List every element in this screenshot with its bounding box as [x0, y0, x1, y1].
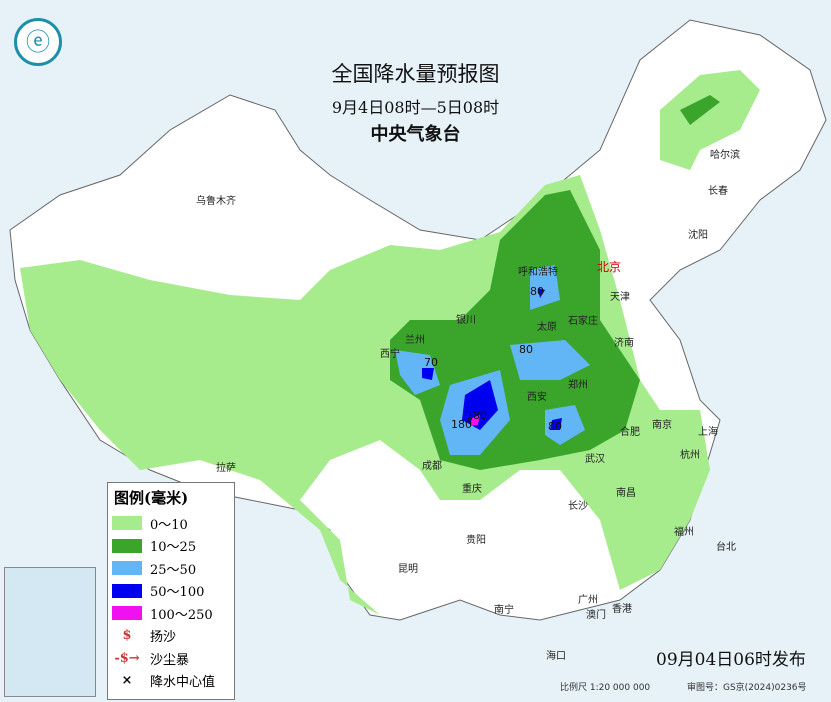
- legend-label: 10～25: [150, 540, 197, 556]
- center-value: 180: [466, 409, 487, 422]
- city-label: 广州: [578, 595, 598, 606]
- legend-item: 0～10: [108, 512, 234, 535]
- center-value: 180: [451, 418, 472, 431]
- legend-label: 50～100: [150, 585, 205, 601]
- cma-logo-icon: ⓔ: [14, 18, 62, 66]
- city-label: 西安: [527, 392, 547, 403]
- city-label: 兰州: [405, 335, 425, 346]
- map-scale: 比例尺 1:20 000 000: [560, 683, 651, 693]
- issued-time: 09月04日06时发布: [656, 650, 806, 670]
- city-label: 上海: [698, 427, 718, 438]
- south-china-sea-inset: [4, 567, 96, 697]
- legend-label: 扬沙: [150, 630, 177, 646]
- city-label: 呼和浩特: [518, 267, 558, 278]
- rain-25-50: [395, 265, 590, 455]
- city-label: 杭州: [680, 450, 700, 461]
- city-label: 石家庄: [568, 316, 598, 327]
- sandstorm-icon: -$→: [114, 650, 140, 666]
- legend-swatch: [112, 538, 142, 553]
- legend-swatch: [112, 606, 142, 621]
- approval-number: 审图号：GS京(2024)0236号: [687, 683, 807, 693]
- cross-marker-icon: ×: [121, 673, 133, 689]
- legend-item: 10～25: [108, 535, 234, 558]
- legend-item: $ 扬沙: [108, 625, 234, 648]
- rain-50-100: [422, 288, 562, 430]
- legend-swatch: [112, 583, 142, 598]
- legend-swatch: [112, 516, 142, 531]
- city-label: 沈阳: [688, 230, 708, 241]
- legend-item: 25～50: [108, 557, 234, 580]
- rain-100-250: [470, 415, 480, 426]
- city-label: 武汉: [585, 454, 605, 465]
- rain-10-25-northeast: [680, 95, 720, 125]
- legend-label: 沙尘暴: [150, 652, 190, 668]
- blowing-sand-icon: $: [122, 628, 132, 644]
- city-label: 成都: [422, 461, 442, 472]
- city-label: 北京: [597, 260, 622, 274]
- center-value: 80: [519, 343, 533, 356]
- city-label: 香港: [612, 604, 632, 615]
- city-label: 重庆: [462, 484, 482, 495]
- city-label: 银川: [456, 315, 476, 326]
- city-label: 南昌: [616, 488, 636, 499]
- center-value: 80: [548, 420, 562, 433]
- forecast-period: 9月4日08时—5日08时: [331, 98, 500, 117]
- legend-item: × 降水中心值: [108, 670, 234, 693]
- city-label: 天津: [610, 292, 630, 303]
- legend-label: 25～50: [150, 562, 197, 578]
- legend-label: 100～250: [150, 607, 213, 623]
- issuer: 中央气象台: [370, 124, 461, 145]
- city-label: 合肥: [620, 427, 640, 438]
- rain-0-10-northeast: [660, 70, 760, 170]
- city-label: 拉萨: [216, 463, 236, 474]
- city-label: 南宁: [494, 605, 514, 616]
- city-label: 郑州: [568, 380, 588, 391]
- city-label: 澳门: [586, 610, 606, 621]
- city-label: 乌鲁木齐: [196, 196, 236, 207]
- legend-label: 0～10: [150, 517, 188, 533]
- city-label: 南京: [652, 420, 672, 431]
- map-title: 全国降水量预报图: [331, 62, 500, 86]
- city-label: 哈尔滨: [710, 150, 740, 161]
- legend-label: 降水中心值: [150, 675, 216, 691]
- city-label: 福州: [674, 527, 694, 538]
- legend-title: 图例(毫米): [114, 489, 189, 507]
- city-label: 太原: [537, 322, 557, 333]
- legend-item: 50～100: [108, 580, 234, 603]
- legend-item: 100～250: [108, 602, 234, 625]
- city-label: 济南: [614, 338, 634, 349]
- city-label: 长春: [708, 186, 728, 197]
- legend: 图例(毫米) 0～10 10～25 25～50 50～100 100～250 $…: [107, 482, 235, 700]
- center-value: 80: [530, 285, 544, 298]
- city-label: 昆明: [398, 564, 418, 575]
- center-value: 70: [424, 356, 438, 369]
- city-label: 台北: [716, 542, 736, 553]
- city-label: 海口: [546, 651, 566, 662]
- city-label: 长沙: [568, 501, 588, 512]
- legend-item: -$→ 沙尘暴: [108, 647, 234, 670]
- city-label: 贵阳: [466, 535, 486, 546]
- legend-swatch: [112, 561, 142, 576]
- city-label: 西宁: [380, 349, 400, 360]
